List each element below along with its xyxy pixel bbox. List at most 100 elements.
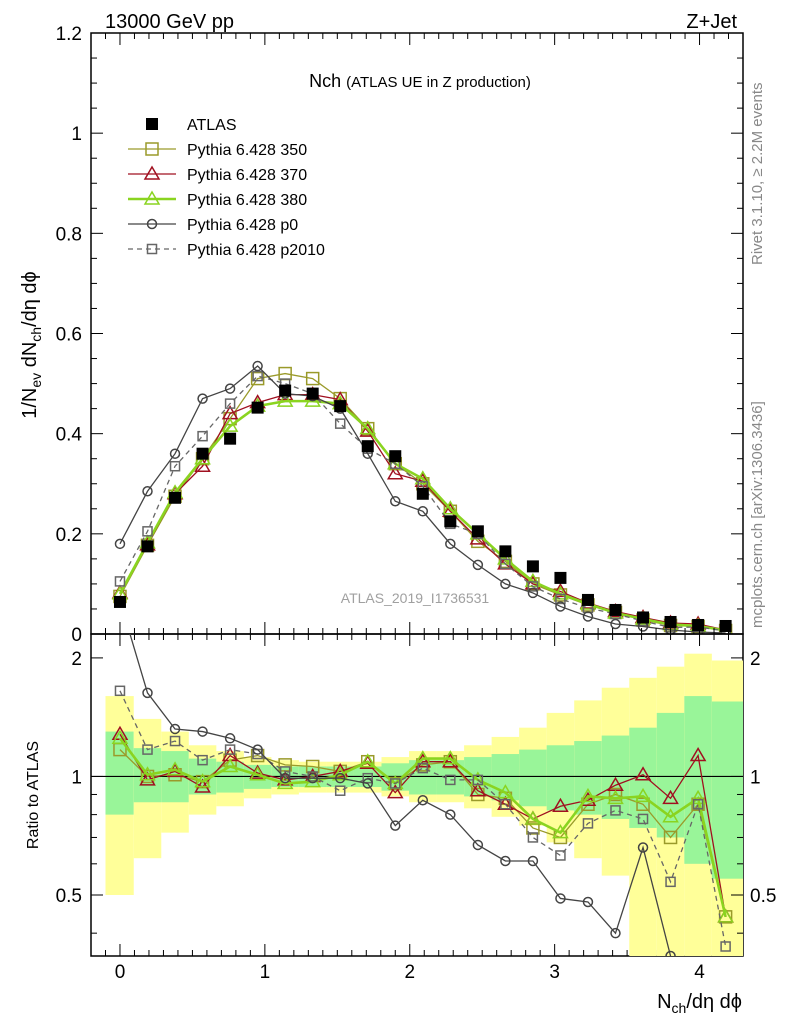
ratio-line-pythia-6-428-p2010 (119, 690, 727, 947)
legend-label-pythia-6-428-p0: Pythia 6.428 p0 (187, 217, 298, 234)
ratio-point-pythia-6-428-p2010 (224, 744, 236, 755)
point-atlas (251, 401, 264, 414)
ratio-point-pythia-6-428-350 (663, 830, 678, 845)
point-atlas (664, 615, 677, 628)
ratio-point-pythia-6-428-p2010 (114, 685, 126, 697)
ratio-point-pythia-6-428-p2010 (472, 774, 484, 786)
point-atlas (279, 384, 292, 397)
legend-label-pythia-6-428-370: Pythia 6.428 370 (187, 167, 307, 184)
ratio-point-pythia-6-428-p2010 (390, 778, 401, 789)
point-atlas (526, 560, 539, 573)
ratio-point-pythia-6-428-p0 (142, 687, 153, 699)
y-tick-label-upper: 0 (71, 625, 82, 646)
ratio-point-pythia-6-428-350 (608, 787, 623, 802)
ratio-point-pythia-6-428-p0 (307, 772, 318, 784)
y-tick-label-upper: 0.2 (56, 525, 82, 546)
x-axis-label: Nch/dη dϕ (657, 991, 742, 1016)
point-pythia-6-428-p0 (527, 587, 539, 599)
ratio-point-pythia-6-428-380 (717, 908, 734, 923)
point-pythia-6-428-p2010 (500, 558, 511, 570)
legend-marker-atlas (146, 118, 158, 130)
ratio-point-pythia-6-428-380 (166, 761, 184, 776)
legend-label-atlas: ATLAS (187, 117, 237, 134)
point-atlas (141, 540, 154, 553)
ratio-point-pythia-6-428-p2010 (197, 754, 208, 766)
ratio-line-pythia-6-428-370 (119, 733, 727, 917)
legend-marker-pythia-6-428-380 (143, 190, 161, 205)
band-inner (656, 712, 685, 838)
y-tick-label-lower-right: 1 (750, 767, 761, 788)
mcplots-url: mcplots.cern.ch [arXiv:1306.3436] (749, 401, 766, 628)
y-tick-label-lower-right: 2 (750, 649, 761, 670)
header-left: 13000 GeV pp (105, 11, 234, 33)
y-tick-label-upper: 0.4 (56, 425, 83, 446)
upper-panel: 0 1 2 3 4 0 0.2 0.4 0.6 0.8 1 1.2 (56, 24, 744, 983)
band-inner (711, 701, 743, 879)
ratio-point-pythia-6-428-p0 (582, 896, 594, 908)
point-pythia-6-428-p0 (142, 486, 153, 497)
point-pythia-6-428-p0 (472, 559, 484, 571)
ratio-point-pythia-6-428-380 (497, 784, 514, 799)
ratio-point-pythia-6-428-p0 (417, 795, 429, 806)
point-atlas (499, 545, 512, 558)
lower-plot-area (111, 634, 734, 956)
point-pythia-6-428-p0 (252, 360, 263, 372)
point-pythia-6-428-380 (221, 417, 239, 432)
ratio-point-pythia-6-428-p0 (555, 893, 566, 904)
ratio-point-pythia-6-428-380 (359, 753, 377, 768)
point-pythia-6-428-350 (250, 371, 265, 386)
point-pythia-6-428-370 (552, 582, 569, 598)
x-tick-label: 2 (404, 962, 415, 983)
point-pythia-6-428-p2010 (197, 430, 208, 442)
legend-label-pythia-6-428-p2010: Pythia 6.428 p2010 (187, 242, 325, 259)
point-pythia-6-428-p2010 (334, 418, 346, 429)
ratio-point-pythia-6-428-p2010 (362, 772, 373, 784)
legend-label-pythia-6-428-380: Pythia 6.428 380 (187, 192, 307, 209)
ratio-point-pythia-6-428-p2010 (610, 805, 621, 816)
ratio-point-pythia-6-428-p2010 (527, 832, 539, 843)
point-pythia-6-428-370 (359, 422, 377, 437)
ratio-point-pythia-6-428-380 (442, 750, 459, 765)
ratio-point-pythia-6-428-380 (276, 774, 294, 790)
point-pythia-6-428-p2010 (224, 398, 236, 409)
ratio-point-pythia-6-428-p0 (472, 839, 484, 851)
series-line-pythia-6-428-380 (118, 399, 726, 632)
ratio-point-pythia-6-428-370 (634, 766, 652, 781)
y-tick-label-upper: 0.6 (56, 325, 82, 346)
x-tick-label: 3 (549, 962, 560, 983)
rivet-version: Rivet 3.1.10, ≥ 2.2M events (749, 83, 766, 266)
y-tick-label-upper: 1.2 (56, 24, 82, 45)
ratio-point-pythia-6-428-p0 (610, 927, 621, 939)
upper-plot-area (111, 360, 733, 634)
ratio-point-pythia-6-428-p0 (224, 733, 236, 744)
point-atlas (334, 400, 347, 413)
ratio-point-pythia-6-428-370 (552, 797, 569, 813)
point-atlas (389, 450, 402, 463)
ratio-point-pythia-6-428-p0 (252, 744, 263, 755)
ratio-point-pythia-6-428-380 (249, 766, 266, 781)
point-pythia-6-428-p2010 (555, 593, 566, 605)
legend-marker-pythia-6-428-p2010 (146, 243, 158, 255)
ratio-point-pythia-6-428-370 (139, 771, 156, 786)
band-inner (105, 731, 134, 815)
ratio-point-pythia-6-428-370 (276, 771, 294, 786)
ratio-point-pythia-6-428-370 (469, 782, 487, 797)
point-atlas (416, 487, 429, 500)
ratio-point-pythia-6-428-p2010 (692, 798, 704, 810)
ratio-point-pythia-6-428-p0 (169, 723, 181, 735)
point-atlas (196, 447, 209, 460)
ratio-point-pythia-6-428-p0 (362, 778, 373, 789)
ratio-point-pythia-6-428-p2010 (417, 762, 429, 774)
point-pythia-6-428-380 (414, 470, 432, 485)
point-pythia-6-428-380 (552, 585, 569, 600)
point-pythia-6-428-370 (194, 457, 211, 472)
ratio-point-pythia-6-428-p2010 (582, 818, 594, 829)
ratio-point-pythia-6-428-380 (662, 808, 679, 823)
point-atlas (224, 432, 237, 445)
point-pythia-6-428-p2010 (169, 460, 181, 472)
ratio-point-pythia-6-428-p2010 (665, 876, 676, 888)
ratio-point-pythia-6-428-p0 (500, 855, 511, 867)
point-atlas (169, 491, 182, 504)
series-line-pythia-6-428-p2010 (119, 375, 726, 632)
